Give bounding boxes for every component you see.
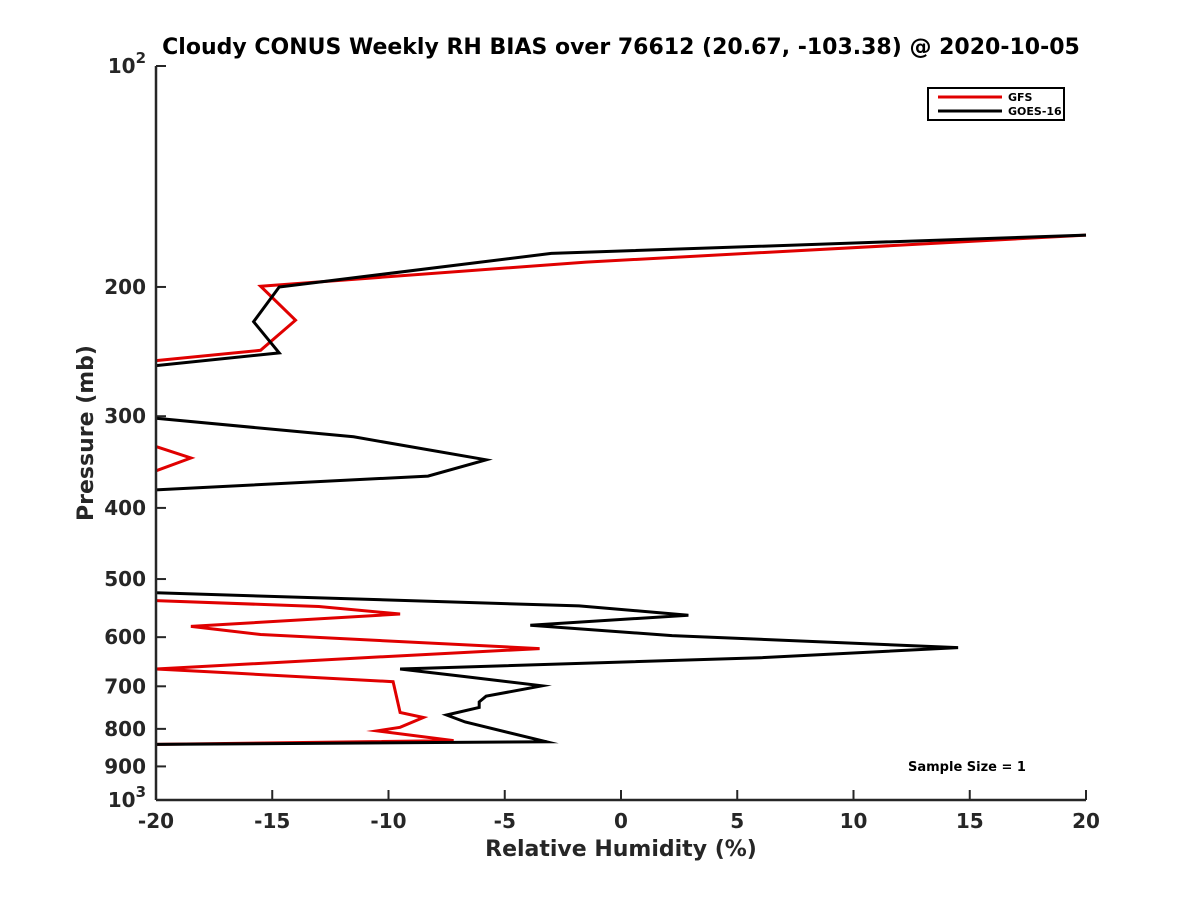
series-line-gfs-3 — [155, 599, 540, 746]
legend-label-gfs: GFS — [1008, 91, 1033, 104]
y-tick-label: 600 — [104, 625, 146, 649]
y-tick-label: 200 — [104, 275, 146, 299]
x-tick-label: 5 — [730, 809, 744, 833]
x-tick-label: 0 — [614, 809, 628, 833]
x-tick-label: -15 — [254, 809, 290, 833]
series-gfs — [155, 233, 1087, 746]
x-axis-label: Relative Humidity (%) — [485, 837, 757, 862]
series-line-gfs-2 — [155, 445, 196, 473]
x-tick-label: 10 — [840, 809, 868, 833]
y-tick-label: 700 — [104, 674, 146, 698]
x-tick-label: -10 — [370, 809, 406, 833]
y-tick-label: 102 — [108, 49, 146, 78]
x-tick-label: -5 — [494, 809, 516, 833]
series-layer — [155, 233, 1087, 746]
series-line-goes-16-3 — [155, 591, 959, 746]
y-tick-label: 400 — [104, 496, 146, 520]
series-goes-16 — [155, 233, 1087, 746]
sample-size-annotation: Sample Size = 1 — [908, 760, 1026, 775]
y-tick-label: 103 — [108, 783, 146, 812]
series-line-gfs-1 — [155, 233, 1087, 363]
x-tick-label: -20 — [138, 809, 174, 833]
y-tick-label: 300 — [104, 404, 146, 428]
chart-title: Cloudy CONUS Weekly RH BIAS over 76612 (… — [162, 35, 1080, 60]
y-tick-label: 500 — [104, 567, 146, 591]
axes: -20 -15 -10 -5 0 5 10 15 20 102 200 300 400 500 600 700… — [104, 49, 1100, 833]
x-tick-label: 20 — [1072, 809, 1100, 833]
series-line-goes-16-2 — [155, 416, 493, 492]
legend-label-goes-16: GOES-16 — [1008, 105, 1062, 118]
y-tick-label: 900 — [104, 754, 146, 778]
x-tick-label: 15 — [956, 809, 984, 833]
legend-box — [927, 87, 1065, 121]
series-line-goes-16-1 — [155, 233, 1087, 368]
y-tick-label: 800 — [104, 717, 146, 741]
y-axis-label: Pressure (mb) — [74, 345, 99, 521]
